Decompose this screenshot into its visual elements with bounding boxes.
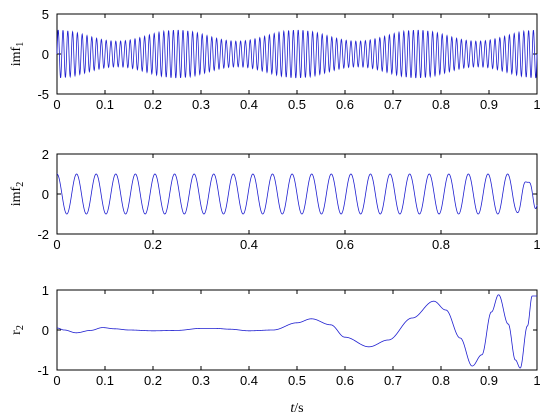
- y-tick-label: 0: [42, 323, 49, 338]
- y-tick-label: 1: [42, 283, 49, 298]
- x-tick-label: 0.1: [96, 97, 114, 112]
- x-axis-label-unit: /s: [294, 401, 303, 416]
- x-tick-label: 0.7: [384, 97, 402, 112]
- panel-imf2: 0 0.2 0.4 0.6 0.8 1-202 imf2: [9, 147, 541, 252]
- y-tick-label: -1: [37, 363, 49, 378]
- x-tick-label: 0.8: [432, 237, 450, 252]
- x-tick-label: 0: [53, 97, 60, 112]
- series-line-imf1: [56, 29, 538, 79]
- x-tick-label: 0.3: [192, 97, 210, 112]
- y-axis-label-main: r: [9, 330, 24, 335]
- x-tick-label: 0.6: [336, 237, 354, 252]
- x-tick-label: 0.6: [336, 97, 354, 112]
- y-axis-label-subscript: 2: [15, 325, 26, 330]
- x-tick-label: 0.2: [144, 97, 162, 112]
- x-tick-label: 0.2: [144, 237, 162, 252]
- x-tick-label: 0.1: [96, 373, 114, 388]
- panel-imf1: 0 0.1 0.2 0.3 0.4 0.5 0.6 0.7 0.8 0.9 1-505 imf1: [9, 7, 541, 112]
- x-tick-label: 1: [533, 237, 540, 252]
- x-tick-label: 0: [53, 373, 60, 388]
- y-tick-label: 0: [42, 187, 49, 202]
- tick-group: 0 0.1 0.2 0.3 0.4 0.5 0.6 0.7 0.8 0.9 1 -1 0 1: [37, 283, 540, 388]
- x-tick-label: 1: [533, 373, 540, 388]
- y-axis-label: r2: [9, 325, 26, 335]
- x-tick-label: 0.8: [432, 373, 450, 388]
- series-line-imf2: [56, 173, 538, 215]
- x-tick-label: 0.8: [432, 97, 450, 112]
- x-tick-label: 0.4: [240, 373, 258, 388]
- y-axis-label-main: imf: [9, 186, 24, 206]
- x-tick-label: 0.9: [480, 97, 498, 112]
- x-tick-label: 0.2: [144, 373, 162, 388]
- x-tick-label: 0.5: [288, 373, 306, 388]
- x-tick-label: 0.3: [192, 373, 210, 388]
- y-axis-label: imf2: [9, 182, 26, 206]
- y-axis-label-main: imf: [9, 46, 24, 66]
- tick-group: 0 0.1 0.2 0.3 0.4 0.5 0.6 0.7 0.8 0.9 1 -5 0 5: [37, 7, 540, 112]
- x-axis-label: t/s: [290, 401, 303, 416]
- x-tick-label: 0.4: [240, 97, 258, 112]
- y-axis-label: imf1: [9, 42, 26, 66]
- x-tick-label: 0.5: [288, 97, 306, 112]
- x-tick-label: 0.7: [384, 373, 402, 388]
- x-tick-label: 0.4: [240, 237, 258, 252]
- y-axis-label-subscript: 2: [15, 182, 26, 187]
- series-line-r2: [57, 294, 537, 369]
- y-tick-label: 5: [42, 7, 49, 22]
- x-tick-label: 1: [533, 97, 540, 112]
- y-tick-label: 2: [42, 147, 49, 162]
- x-tick-label: 0.9: [480, 373, 498, 388]
- x-tick-label: 0: [53, 237, 60, 252]
- y-tick-label: -2: [37, 227, 49, 242]
- tick-group: 0 0.2 0.4 0.6 0.8 1 -2 0 2: [37, 147, 540, 252]
- y-tick-label: 0: [42, 47, 49, 62]
- x-tick-label: 0.6: [336, 373, 354, 388]
- y-axis-label-subscript: 1: [15, 42, 26, 47]
- x-axis-label-variable: t: [290, 401, 295, 416]
- y-tick-label: -5: [37, 87, 49, 102]
- panel-r2: 0 0.1 0.2 0.3 0.4 0.5 0.6 0.7 0.8 0.9 1 -1 0 1 r2: [9, 283, 541, 388]
